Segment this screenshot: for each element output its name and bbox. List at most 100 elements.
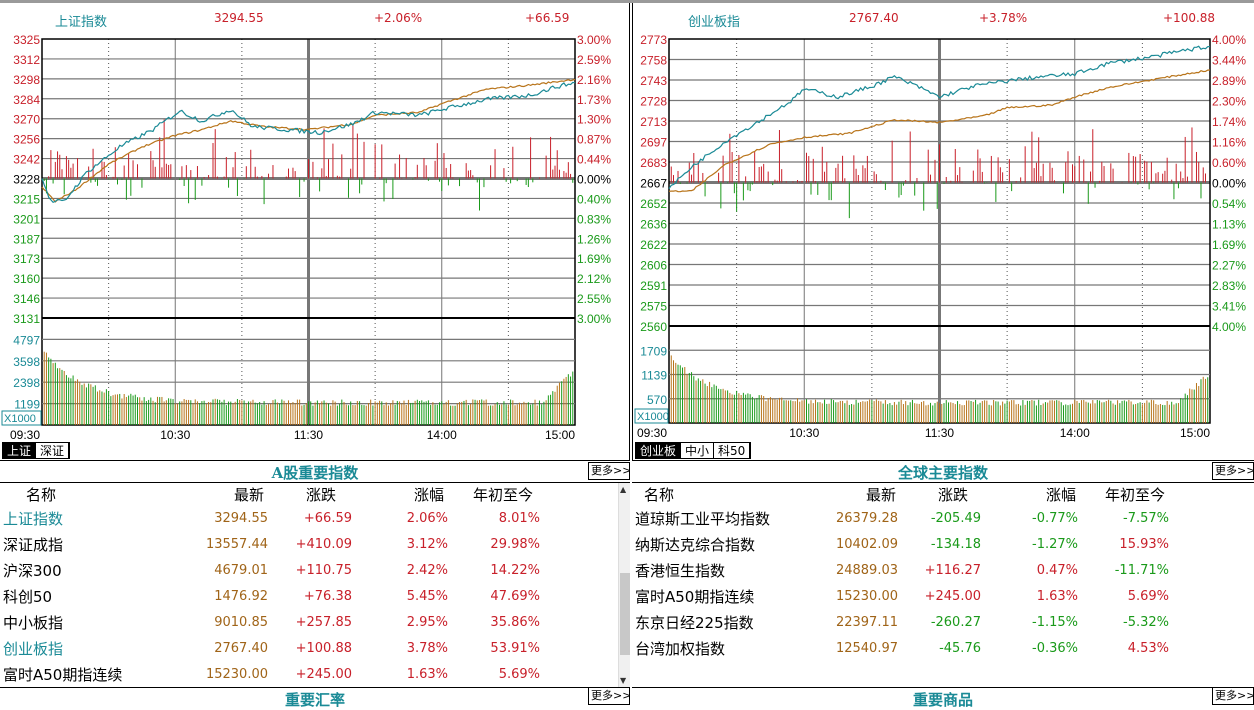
cell-ytd: 15.93% [1119, 537, 1169, 552]
column-header[interactable]: 名称 [26, 486, 57, 504]
more-button[interactable]: 更多>> [588, 687, 630, 705]
cell-last: 1476.92 [214, 589, 268, 604]
table-row[interactable]: 沪深300 4679.01 +110.75 2.42% 14.22% [0, 559, 630, 583]
price-tick-label: 3242 [13, 153, 40, 167]
cell-name: 香港恒生指数 [635, 562, 726, 580]
cell-pct: 0.47% [1036, 563, 1078, 578]
table-row[interactable]: 富时A50期指连续 15230.00 +245.00 1.63% 5.69% [0, 663, 630, 687]
price-tick-label: 2728 [640, 95, 667, 109]
cell-ytd: 35.86% [490, 615, 540, 630]
pct-tick-label: 0.00% [577, 173, 611, 187]
cell-name: 东京日经225指数 [635, 614, 754, 632]
price-tick-label: 3298 [13, 73, 40, 87]
pct-tick-label: 2.30% [1212, 95, 1246, 109]
column-header[interactable]: 涨幅 [1046, 486, 1077, 504]
column-header[interactable]: 名称 [644, 486, 675, 504]
pct-tick-label: 3.44% [1212, 54, 1246, 68]
column-header[interactable]: 涨跌 [938, 486, 969, 504]
volume-tick-label: 570 [647, 393, 667, 407]
cell-pct: 1.63% [406, 667, 448, 682]
table-row[interactable]: 纳斯达克综合指数 10402.09 -134.18 -1.27% 15.93% [632, 533, 1254, 557]
cell-chg: +100.88 [295, 641, 352, 656]
scrollbar[interactable]: ▲ ▼ [618, 483, 630, 687]
chart-tab[interactable]: 中小 [681, 443, 715, 458]
cell-pct: 3.78% [406, 641, 448, 656]
cell-pct: 2.06% [406, 511, 448, 526]
table-row[interactable]: 东京日经225指数 22397.11 -260.27 -1.15% -5.32% [632, 611, 1254, 635]
price-tick-label: 3270 [13, 113, 40, 127]
intraday-chart[interactable]: 2773 4.00% 2758 3.44% 2743 2.89% 2728 2.30% 2713… [633, 3, 1254, 443]
chart-index-name: 上证指数 [55, 15, 108, 30]
chart-index-change: +66.59 [525, 11, 570, 25]
time-tick-label: 09:30 [637, 426, 667, 440]
average-price-line [668, 69, 1211, 193]
chart-tab[interactable]: 深证 [36, 443, 70, 458]
column-header[interactable]: 年初至今 [473, 486, 534, 504]
pct-tick-label: 4.00% [1212, 320, 1246, 334]
cell-ytd: 5.69% [1127, 589, 1169, 604]
volume-unit-label: X1000 [4, 413, 36, 425]
price-tick-label: 2713 [640, 115, 667, 129]
chart-tab[interactable]: 创业板 [636, 443, 682, 458]
cell-name: 纳斯达克综合指数 [635, 536, 756, 554]
time-tick-label: 11:30 [294, 428, 323, 442]
more-button[interactable]: 更多>> [1212, 687, 1254, 705]
price-tick-label: 2606 [640, 259, 667, 273]
chart-tab[interactable]: 上证 [3, 443, 37, 458]
volume-tick-label: 1709 [640, 344, 667, 358]
table-row[interactable]: 富时A50期指连续 15230.00 +245.00 1.63% 5.69% [632, 585, 1254, 609]
chart-tabs: 创业板 中小 科50 [635, 442, 752, 459]
table-row[interactable]: 科创50 1476.92 +76.38 5.45% 47.69% [0, 585, 630, 609]
column-header[interactable]: 涨幅 [414, 486, 445, 504]
more-button[interactable]: 更多>> [588, 462, 630, 480]
cell-last: 10402.09 [835, 537, 898, 552]
table-row[interactable]: 台湾加权指数 12540.97 -45.76 -0.36% 4.53% [632, 637, 1254, 661]
cell-ytd: -5.32% [1123, 615, 1169, 630]
volume-unit-box [1, 410, 42, 426]
section-title: 全球主要指数 [897, 464, 988, 482]
cell-ytd: 47.69% [490, 589, 540, 604]
table-header: 名称 最新 涨跌 涨幅 年初至今 [632, 483, 1254, 507]
more-button[interactable]: 更多>> [1212, 462, 1254, 480]
cell-ytd: -11.71% [1114, 563, 1169, 578]
price-tick-label: 3131 [13, 312, 40, 326]
price-tick-label: 2773 [640, 33, 667, 47]
volume-unit-box [634, 408, 669, 424]
table-row[interactable]: 上证指数 3294.55 +66.59 2.06% 8.01% [0, 507, 630, 531]
global-table: 名称 最新 涨跌 涨幅 年初至今 道琼斯工业平均指数 26379.28 -205.49 -0.7… [632, 482, 1254, 688]
table-row[interactable]: 中小板指 9010.85 +257.85 2.95% 35.86% [0, 611, 630, 635]
intraday-chart[interactable]: 3325 3.00% 3312 2.59% 3298 2.16% 3284 1.73% 3270… [0, 3, 630, 443]
global-indices-section: 全球主要指数 更多>> 名称 最新 涨跌 涨幅 年初至今道琼斯工业平均指数 26379.2… [632, 460, 1254, 709]
chart-index-pct: +2.06% [374, 11, 423, 25]
cell-ytd: 29.98% [490, 537, 540, 552]
cell-pct: 2.42% [406, 563, 448, 578]
volume-unit-label: X1000 [637, 411, 669, 423]
column-header[interactable]: 最新 [866, 486, 897, 504]
scroll-up-icon[interactable]: ▲ [620, 485, 627, 494]
column-header[interactable]: 涨跌 [306, 486, 337, 504]
column-header[interactable]: 年初至今 [1105, 486, 1166, 504]
section-title: A股重要指数 [271, 464, 359, 482]
cell-name: 沪深300 [3, 562, 62, 580]
cell-ytd: 5.69% [498, 667, 540, 682]
scroll-thumb[interactable] [620, 573, 630, 655]
chart-tab[interactable]: 科50 [714, 443, 751, 458]
table-row[interactable]: 香港恒生指数 24889.03 +116.27 0.47% -11.71% [632, 559, 1254, 583]
pct-tick-label: 1.30% [577, 113, 611, 127]
price-tick-label: 3312 [13, 53, 40, 67]
cell-pct: -1.15% [1032, 615, 1078, 630]
table-row[interactable]: 深证成指 13557.44 +410.09 3.12% 29.98% [0, 533, 630, 557]
cell-ytd: 53.91% [490, 641, 540, 656]
price-tick-label: 3228 [13, 173, 40, 187]
cell-chg: +257.85 [295, 615, 352, 630]
cell-name: 科创50 [3, 588, 53, 606]
cell-name: 道琼斯工业平均指数 [635, 510, 771, 528]
table-row[interactable]: 创业板指 2767.40 +100.88 3.78% 53.91% [0, 637, 630, 661]
price-tick-label: 2667 [640, 177, 667, 191]
column-header[interactable]: 最新 [234, 486, 265, 504]
scroll-down-icon[interactable]: ▼ [620, 676, 627, 685]
price-tick-label: 2575 [640, 300, 667, 314]
cell-name: 富时A50期指连续 [3, 666, 123, 684]
cell-last: 26379.28 [835, 511, 898, 526]
table-row[interactable]: 道琼斯工业平均指数 26379.28 -205.49 -0.77% -7.57% [632, 507, 1254, 531]
